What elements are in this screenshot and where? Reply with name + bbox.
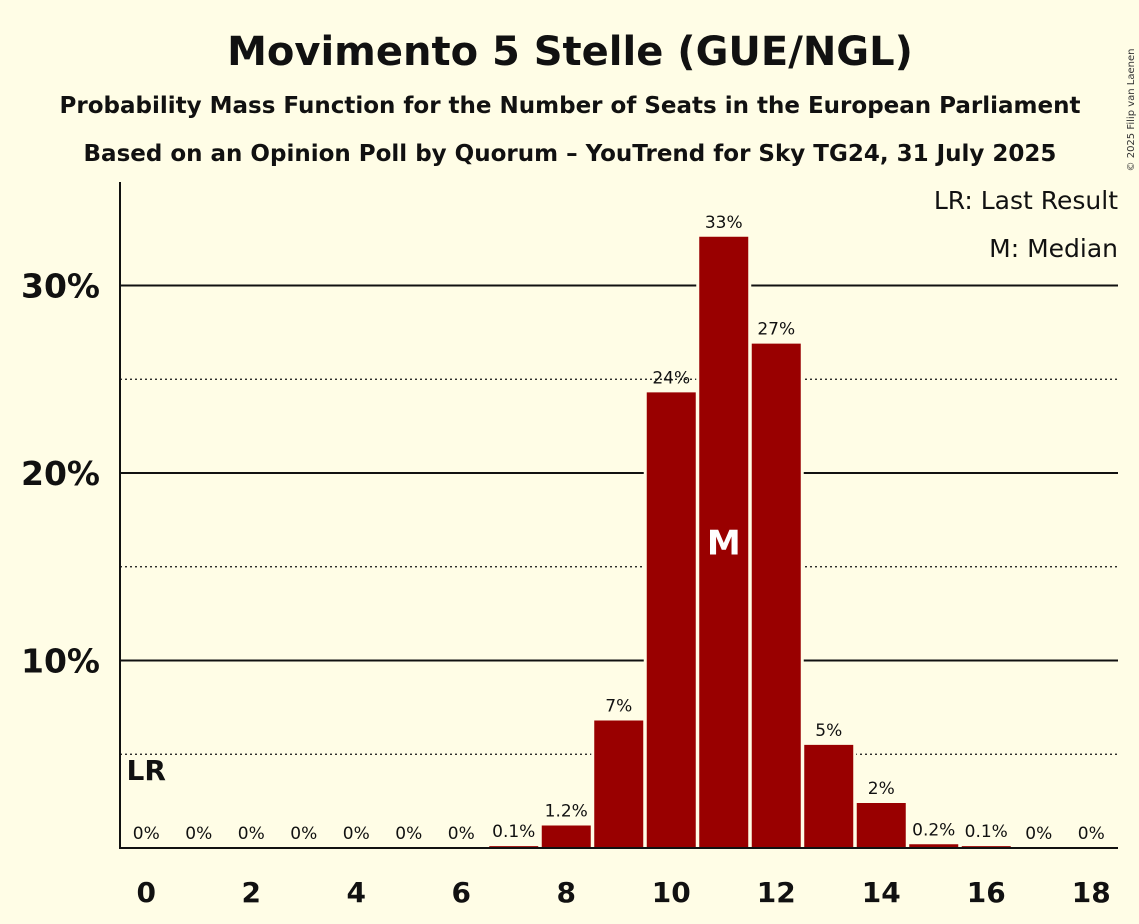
legend-median: M: Median [989,234,1118,263]
x-tick-label: 4 [347,876,366,909]
bar [751,343,801,848]
bar-value-label: 2% [868,779,895,799]
x-tick-label: 16 [967,876,1006,909]
bar-value-label: 0% [185,824,212,844]
bar-value-label: 33% [705,213,743,233]
x-tick-label: 6 [452,876,471,909]
x-tick-label: 10 [652,876,691,909]
bar [804,744,854,848]
axes: 10% 20% 30% 0 2 4 6 8 10 12 14 16 18 [21,182,1118,909]
bar [699,236,749,848]
bar-halo [958,843,1014,848]
bar [856,803,906,848]
bar-value-label: 1.2% [545,802,588,822]
grid [120,284,1118,755]
bar-value-label: 0% [238,824,265,844]
bar-value-label: 0.2% [912,820,955,840]
y-tick-label: 20% [21,454,100,493]
bar [909,844,959,848]
bar [541,825,591,848]
bar-value-label: 0% [290,824,317,844]
bar [594,720,644,848]
x-tick-label: 2 [242,876,261,909]
bar-value-label: 7% [605,697,632,717]
bar-value-label: 0% [448,824,475,844]
last-result-marker: LR [127,754,166,787]
bar-value-label: 0% [395,824,422,844]
bar-value-label: 0% [1025,824,1052,844]
bar-halo [486,843,542,848]
bar-value-label: 5% [815,721,842,741]
x-tick-label: 0 [137,876,156,909]
bar-value-label: 24% [652,368,690,388]
median-marker: M [707,523,741,563]
x-tick-label: 8 [557,876,576,909]
bar-value-label: 0.1% [965,822,1008,842]
copyright-text: © 2025 Filip van Laenen [1126,49,1137,172]
x-tick-label: 18 [1072,876,1111,909]
chart-title: Movimento 5 Stelle (GUE/NGL) [227,29,913,75]
chart-subtitle-source: Based on an Opinion Poll by Quorum – You… [84,141,1057,167]
bar [646,392,696,848]
chart-subtitle: Probability Mass Function for the Number… [60,93,1081,119]
x-tick-label: 14 [862,876,901,909]
bar-value-label: 27% [757,320,795,340]
y-tick-label: 30% [21,267,100,306]
bar-value-label: 0% [1078,824,1105,844]
bar-value-label: 0.1% [492,822,535,842]
bars: 0% 0% 0% 0% 0% 0% 0% 0.1% 1.2% 7% 24% 33% 27% 5% 2% 0.2… [127,213,1105,848]
bar-value-label: 0% [343,824,370,844]
bar-value-label: 0% [133,824,160,844]
legend-last-result: LR: Last Result [934,186,1118,215]
x-tick-label: 12 [757,876,796,909]
y-tick-label: 10% [21,642,100,681]
